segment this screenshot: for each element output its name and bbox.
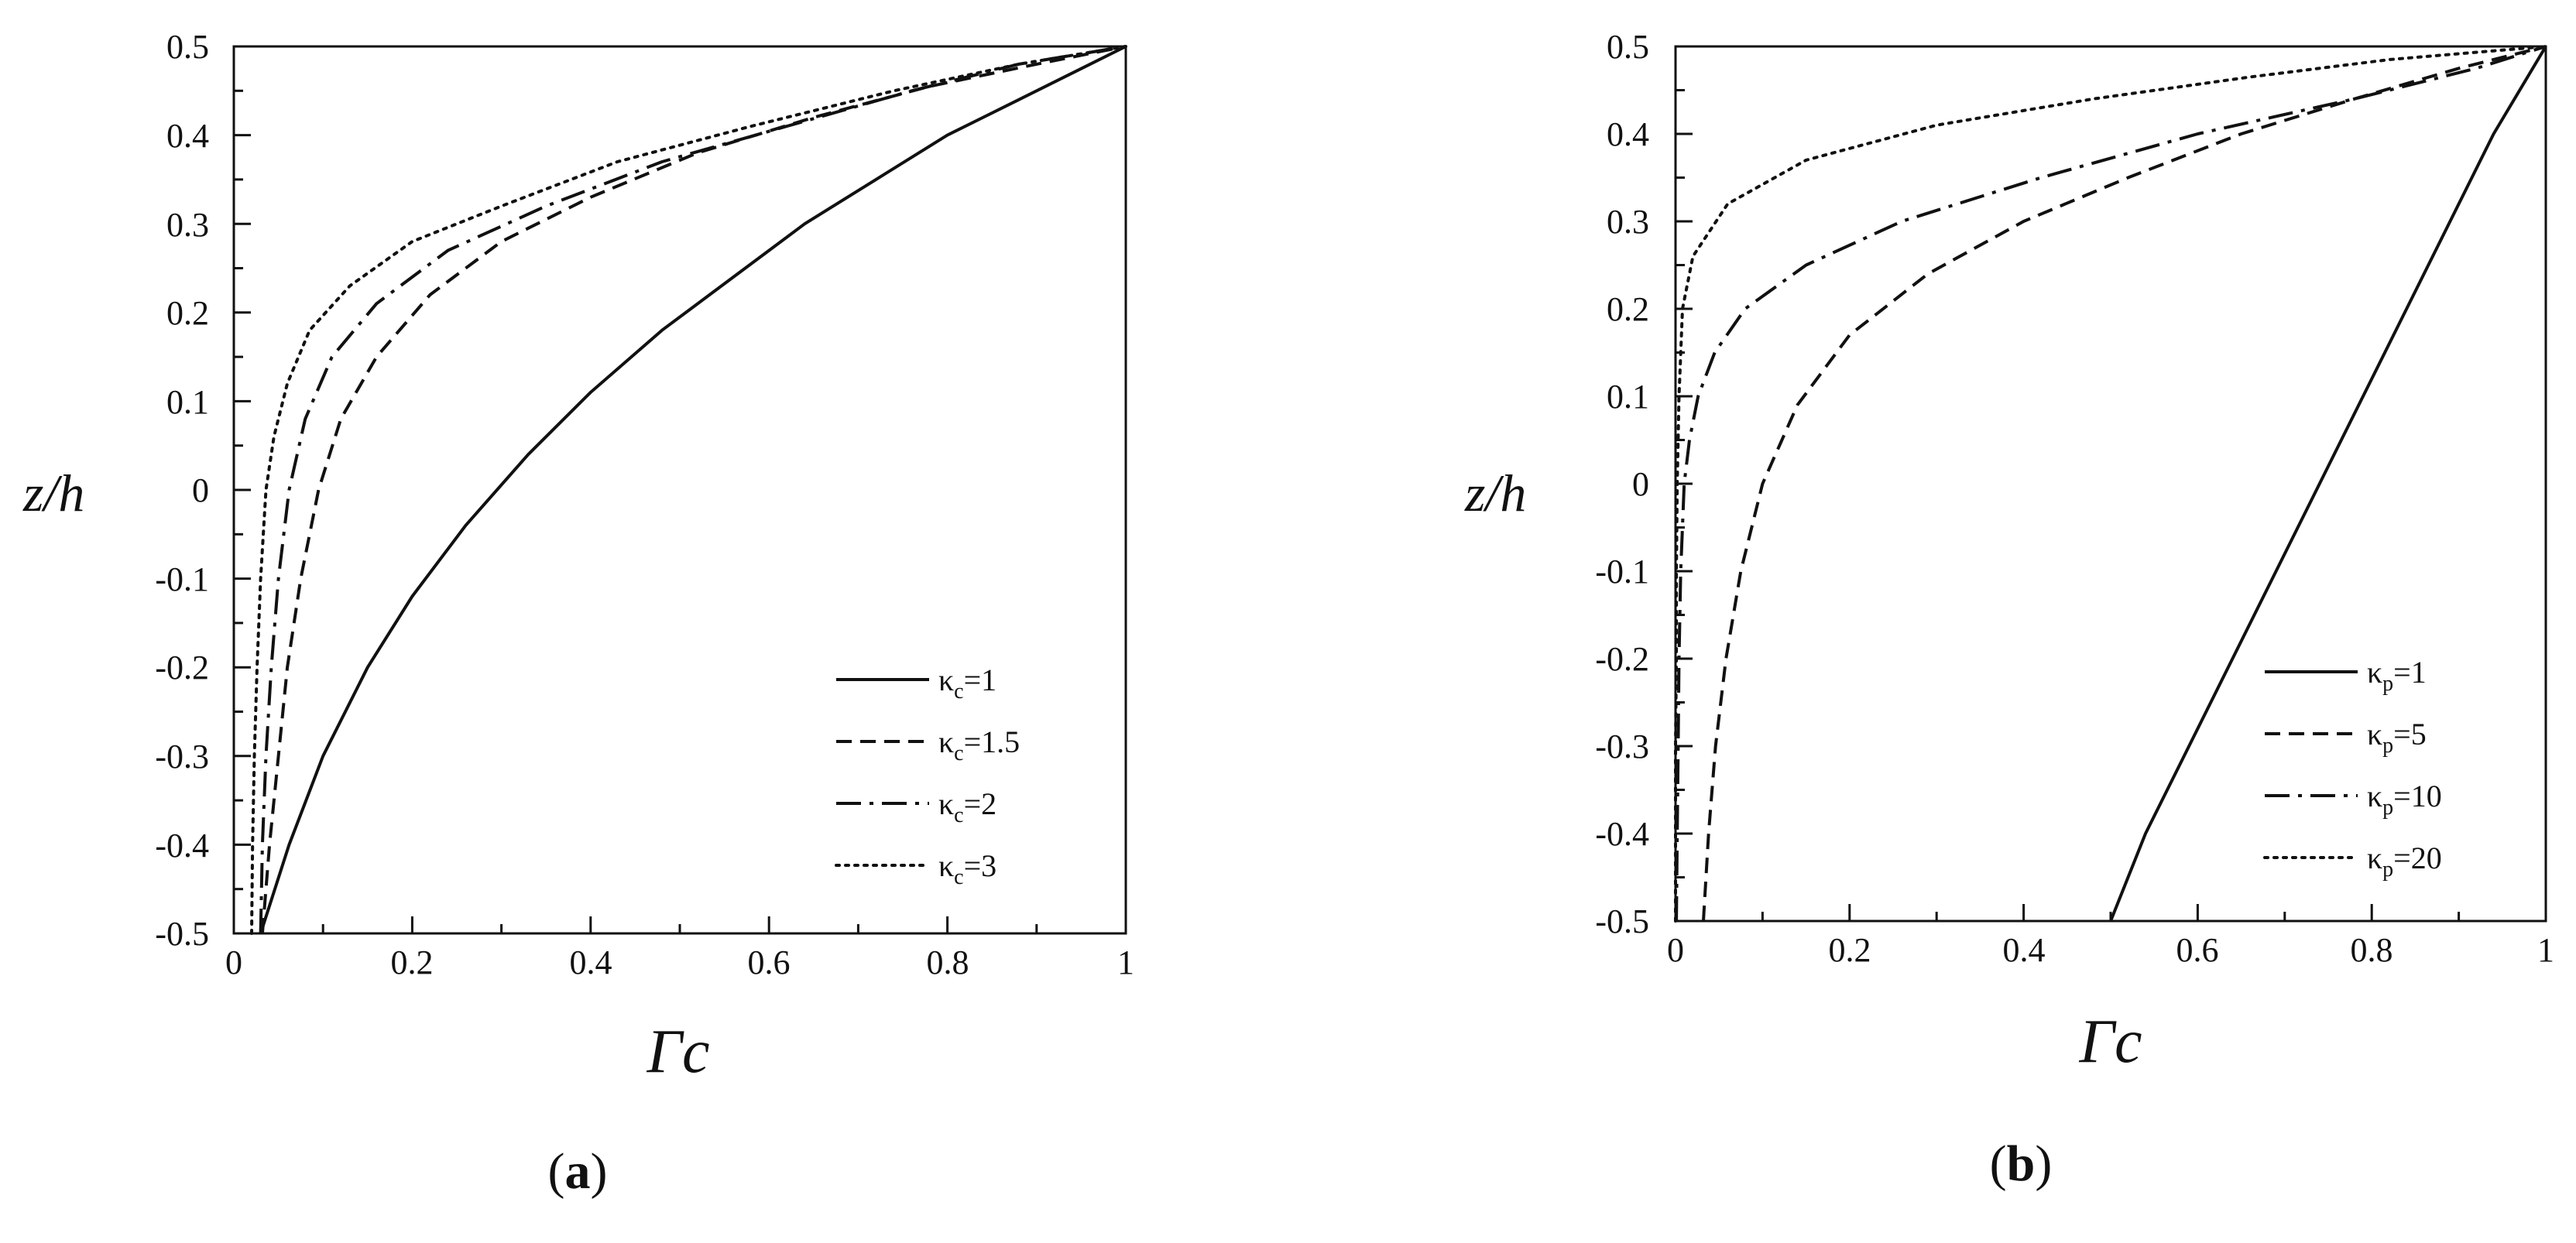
x-tick-label: 0 bbox=[1667, 931, 1684, 969]
y-tick-labels: -0.5 -0.4 -0.3 -0.2 -0.1 0 0.1 0.2 0.3 0… bbox=[1595, 28, 1649, 940]
x-tick-label: 1 bbox=[2537, 931, 2554, 969]
series-line bbox=[1675, 45, 2547, 922]
y-tick-label: -0.5 bbox=[155, 915, 209, 953]
y-tick-label: 0.1 bbox=[166, 383, 209, 421]
y-axis-title: z/h bbox=[1464, 464, 1526, 522]
y-tick-label: 0.5 bbox=[1607, 28, 1649, 66]
series-line bbox=[2109, 45, 2547, 922]
series-line bbox=[250, 45, 1127, 935]
y-tick-label: -0.2 bbox=[155, 649, 209, 687]
y-tick-label: 0.2 bbox=[1607, 290, 1649, 328]
y-tick-label: -0.4 bbox=[1595, 815, 1649, 853]
legend-label: κp=1 bbox=[2367, 655, 2427, 696]
y-tick-label: -0.4 bbox=[155, 827, 209, 865]
y-axis-title: z/h bbox=[22, 464, 84, 522]
legend-label: κc=3 bbox=[938, 848, 996, 889]
y-tick-label: 0.3 bbox=[166, 206, 209, 244]
x-tick-label: 0.8 bbox=[2351, 931, 2393, 969]
x-tick-label: 1 bbox=[1117, 943, 1134, 981]
y-tick-label: 0.5 bbox=[166, 28, 209, 66]
series-line bbox=[259, 45, 1127, 934]
panel-label: (b) bbox=[1990, 1135, 2053, 1192]
legend-entry: κp=20 bbox=[2263, 841, 2442, 882]
series-layer bbox=[250, 45, 1127, 935]
legend-entry: κc=3 bbox=[835, 848, 996, 889]
y-tick-label: 0.2 bbox=[166, 294, 209, 332]
legend-entry: κp=1 bbox=[2265, 655, 2427, 696]
legend-entry: κc=2 bbox=[836, 786, 996, 827]
legend-label: κc=2 bbox=[938, 786, 996, 827]
x-tick-label: 0.2 bbox=[391, 943, 434, 981]
panel-label: (a) bbox=[548, 1143, 608, 1200]
y-tick-label: 0.4 bbox=[1607, 115, 1649, 153]
x-tick-label: 0.4 bbox=[2003, 931, 2046, 969]
legend-label: κp=10 bbox=[2367, 779, 2442, 820]
x-tick-label: 0.2 bbox=[1829, 931, 1871, 969]
x-tick-labels: 0 0.2 0.4 0.6 0.8 1 bbox=[1667, 931, 2554, 969]
series-layer bbox=[1674, 45, 2547, 923]
y-tick-label: -0.2 bbox=[1595, 640, 1649, 678]
legend-label: κc=1 bbox=[938, 663, 996, 704]
legend-entry: κp=5 bbox=[2265, 717, 2427, 758]
x-tick-label: 0.6 bbox=[2176, 931, 2219, 969]
chart-panel-a: 0 0.2 0.4 0.6 0.8 1 -0.5 -0.4 -0.3 -0.2 … bbox=[22, 28, 1134, 1200]
y-tick-label: 0 bbox=[1632, 465, 1649, 503]
legend-label: κp=5 bbox=[2367, 717, 2427, 758]
y-tick-label: -0.1 bbox=[155, 560, 209, 598]
x-tick-label: 0.4 bbox=[570, 943, 612, 981]
y-tick-label: 0.1 bbox=[1607, 378, 1649, 416]
y-tick-labels: -0.5 -0.4 -0.3 -0.2 -0.1 0 0.1 0.2 0.3 0… bbox=[155, 28, 209, 953]
legend-label: κp=20 bbox=[2367, 841, 2442, 882]
y-tick-label: 0.3 bbox=[1607, 203, 1649, 241]
y-tick-label: -0.3 bbox=[155, 738, 209, 776]
legend: κp=1 κp=5 κp=10 κp=20 bbox=[2263, 655, 2442, 882]
y-tick-label: 0 bbox=[192, 471, 209, 509]
tick-marks bbox=[232, 45, 1127, 935]
y-tick-label: -0.5 bbox=[1595, 902, 1649, 940]
x-axis-title: Γc bbox=[2078, 1008, 2142, 1076]
y-tick-label: -0.1 bbox=[1595, 553, 1649, 591]
x-tick-label: 0 bbox=[225, 943, 242, 981]
legend-entry: κc=1.5 bbox=[836, 724, 1020, 765]
y-tick-label: 0.4 bbox=[166, 117, 209, 155]
x-tick-labels: 0 0.2 0.4 0.6 0.8 1 bbox=[225, 943, 1134, 981]
legend-label: κc=1.5 bbox=[938, 724, 1020, 765]
y-tick-label: -0.3 bbox=[1595, 728, 1649, 765]
legend: κc=1 κc=1.5 κc=2 κc=3 bbox=[835, 663, 1020, 889]
series-line bbox=[1674, 45, 2547, 923]
chart-panel-b: 0 0.2 0.4 0.6 0.8 1 -0.5 -0.4 -0.3 -0.2 … bbox=[1464, 28, 2554, 1192]
legend-entry: κp=10 bbox=[2265, 779, 2442, 820]
legend-entry: κc=1 bbox=[836, 663, 996, 704]
x-axis-title: Γc bbox=[646, 1018, 709, 1086]
x-tick-label: 0.6 bbox=[748, 943, 791, 981]
series-line bbox=[1702, 45, 2547, 922]
x-tick-label: 0.8 bbox=[927, 943, 969, 981]
